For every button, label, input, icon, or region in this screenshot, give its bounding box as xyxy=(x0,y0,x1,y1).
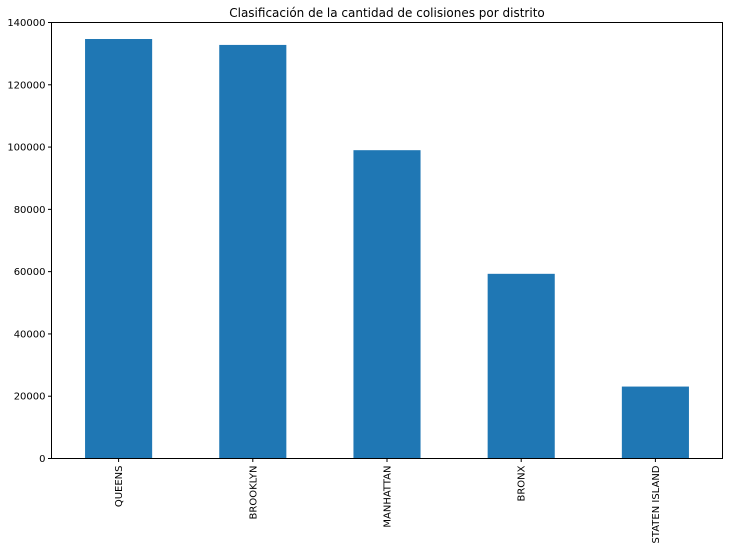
y-tick-label: 20000 xyxy=(14,392,46,403)
y-tick-label: 120000 xyxy=(7,80,45,91)
bar-brooklyn xyxy=(219,44,287,459)
bar-queens xyxy=(85,39,153,459)
x-tick-label: BROOKLYN xyxy=(248,466,259,520)
y-tick-label: 0 xyxy=(39,454,45,465)
y-tick-label: 140000 xyxy=(7,18,45,29)
chart-title: Clasificación de la cantidad de colision… xyxy=(229,6,545,20)
bar-manhattan xyxy=(353,150,421,459)
y-tick-label: 100000 xyxy=(7,143,45,154)
plot-frame xyxy=(51,22,723,459)
y-tick-label: 40000 xyxy=(14,329,46,340)
y-axis: 0 20000 40000 60000 80000 100000 120000 140000 xyxy=(7,18,52,465)
y-tick-label: 80000 xyxy=(14,205,46,216)
x-tick-label: STATEN ISLAND xyxy=(651,465,662,543)
bars-layer xyxy=(85,39,689,459)
x-axis: QUEENS BROOKLYN MANHATTAN BRONX STATEN ISLAN… xyxy=(114,458,662,543)
x-tick-label: BRONX xyxy=(517,465,528,501)
y-tick-label: 60000 xyxy=(14,267,46,278)
x-tick-label: MANHATTAN xyxy=(383,466,394,528)
bar-bronx xyxy=(487,273,555,459)
bar-staten-island xyxy=(621,386,689,459)
x-tick-label: QUEENS xyxy=(114,466,125,508)
